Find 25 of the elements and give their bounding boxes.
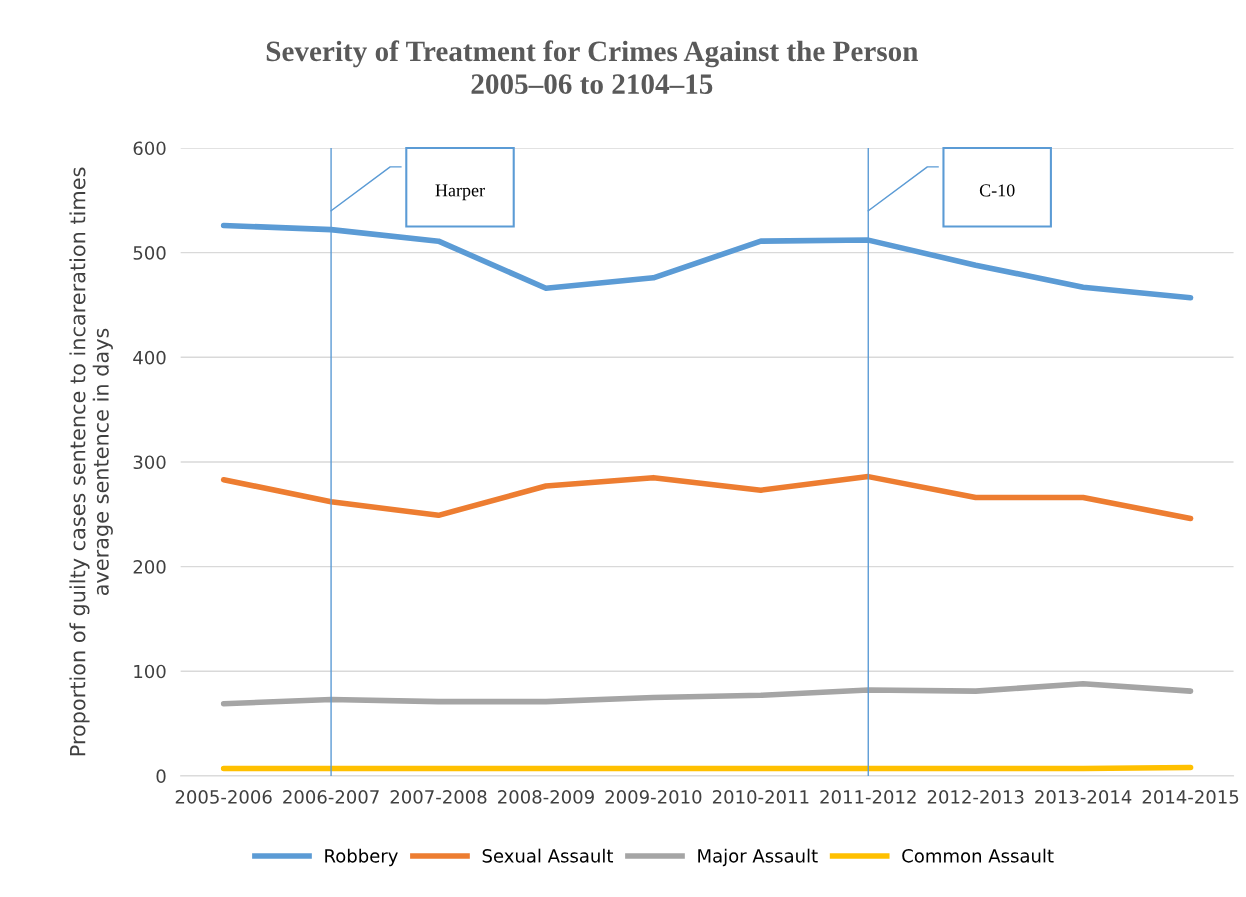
annotation: C-10 [979, 184, 1015, 197]
x-tick-label: 2011-2012 [820, 790, 916, 804]
y-axis-title: Proportion of guilty cases sentence to incareration times average sentence in days [69, 167, 113, 756]
x-tick-label: 2010-2011 [712, 790, 809, 804]
y-tick-label: 300 [133, 455, 166, 470]
x-tick-label: 2006-2007 [283, 790, 379, 804]
chart-title: Severity of Treatment for Crimes Against the Person 2005–06 to 2104–15 [266, 40, 919, 94]
x-tick-label: 2007-2008 [390, 790, 487, 804]
y-tick-label: 200 [133, 560, 166, 574]
x-tick-label: 2005-2006 [175, 790, 272, 804]
legend-label: Common Assault [902, 848, 1054, 863]
x-tick-label: 2014-2015 [1142, 790, 1239, 804]
x-tick-label: 2013-2014 [1035, 790, 1132, 804]
y-tick-label: 100 [134, 664, 166, 679]
x-tick-label: 2009-2010 [605, 790, 702, 804]
y-tick-label: 500 [133, 246, 166, 260]
legend-label: Sexual Assault [482, 848, 614, 863]
legend-label: Major Assault [698, 848, 818, 867]
x-tick-label: 2012-2013 [927, 790, 1024, 804]
legend-label: Robbery [325, 848, 398, 867]
y-tick-label: 600 [133, 141, 166, 156]
x-tick-label: 2008-2009 [498, 790, 594, 804]
annotation: Harper [435, 184, 485, 201]
y-tick-label: 0 [156, 769, 166, 784]
y-tick-label: 400 [133, 350, 166, 365]
